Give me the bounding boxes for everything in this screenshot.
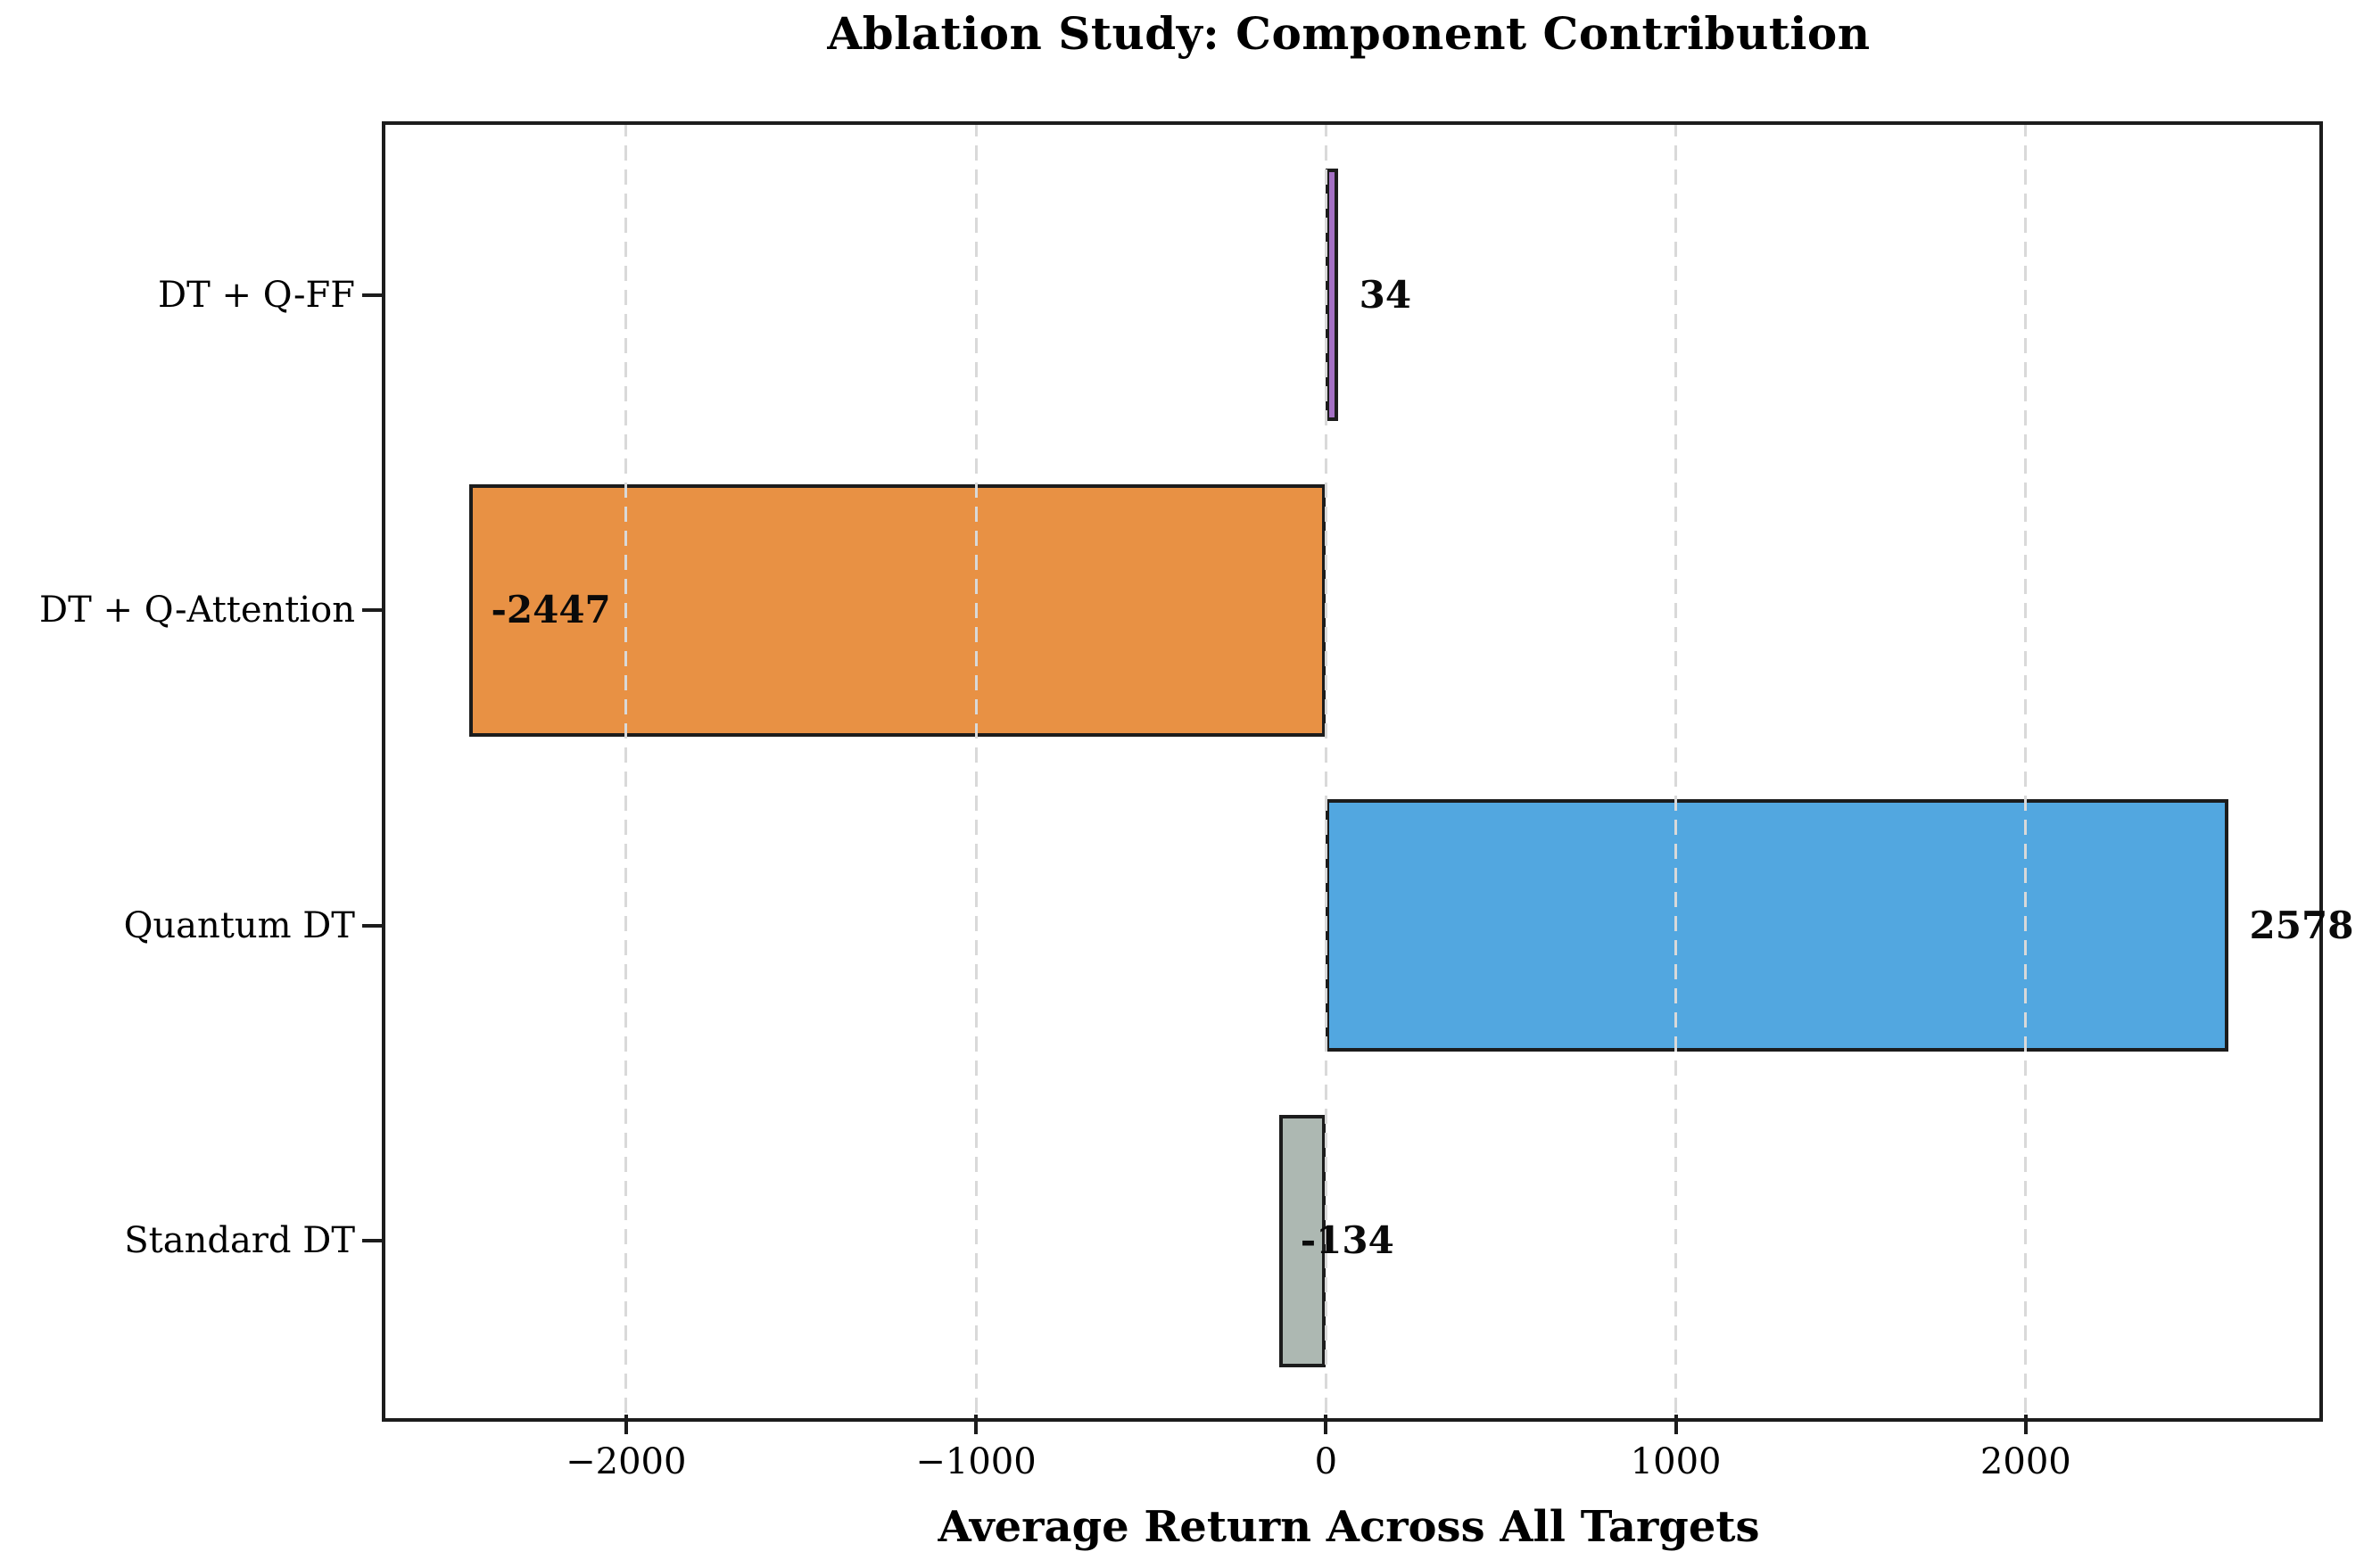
y-tick-mark (362, 293, 382, 297)
y-tick-mark (362, 923, 382, 928)
x-tick-label--2000: −2000 (566, 1441, 687, 1482)
bar-value-label-dt-q-ff: 34 (1359, 272, 1412, 317)
x-tick-label-0: 0 (1314, 1441, 1338, 1482)
x-axis-label: Average Return Across All Targets (938, 1502, 1760, 1552)
x-tick-mark (1674, 1415, 1678, 1434)
bar-dt-q-attention (469, 483, 1327, 737)
y-tick-mark (362, 1239, 382, 1243)
x-tick-label--1000: −1000 (915, 1441, 1037, 1482)
gridline--2000 (624, 121, 628, 1415)
y-tick-label-standard-dt: Standard DT (124, 1220, 355, 1262)
gridline-0 (1324, 121, 1327, 1415)
gridline--1000 (974, 121, 978, 1415)
x-tick-mark (1324, 1415, 1328, 1434)
y-tick-label-quantum-dt: Quantum DT (123, 904, 355, 946)
y-tick-label-dt-q-attention: DT + Q-Attention (39, 590, 355, 631)
bar-quantum-dt (1326, 799, 2228, 1052)
x-tick-mark (974, 1415, 979, 1434)
bar-value-label-dt-q-attention: -2447 (491, 588, 611, 632)
x-tick-label-1000: 1000 (1630, 1441, 1722, 1482)
bar-value-label-quantum-dt: 2578 (2249, 903, 2354, 947)
x-tick-mark (624, 1415, 628, 1434)
gridline-2000 (2024, 121, 2028, 1415)
bar-dt-q-ff (1326, 169, 1338, 421)
x-tick-mark (2023, 1415, 2028, 1434)
chart-title: Ablation Study: Component Contribution (827, 7, 1871, 60)
bar-value-label-standard-dt: -134 (1300, 1218, 1394, 1263)
x-tick-label-2000: 2000 (1979, 1441, 2071, 1482)
gridline-1000 (1674, 121, 1678, 1415)
y-tick-mark (362, 608, 382, 613)
bar-standard-dt (1278, 1114, 1327, 1367)
y-tick-label-dt-q-ff: DT + Q-FF (158, 274, 355, 316)
